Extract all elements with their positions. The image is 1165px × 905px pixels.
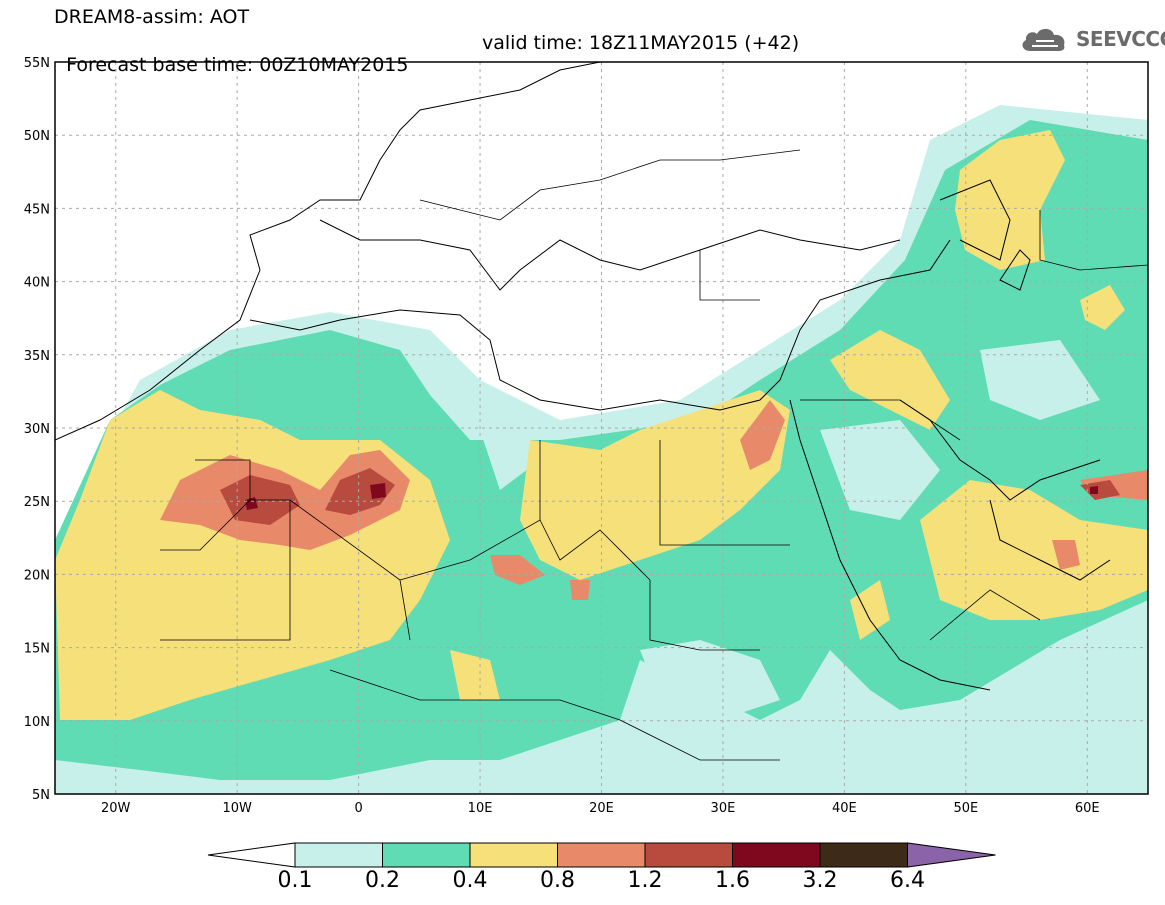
colorbar-label: 0.8 xyxy=(540,868,575,893)
colorbar xyxy=(207,842,996,868)
lat-tick-label: 45N xyxy=(24,202,50,217)
lat-tick-label: 25N xyxy=(24,495,50,510)
aot-band-0.4 xyxy=(955,130,1065,270)
lon-tick-label: 20W xyxy=(101,801,131,816)
coastlines xyxy=(55,62,1111,691)
lat-tick-label: 10N xyxy=(24,715,50,730)
lat-tick-label: 20N xyxy=(24,568,50,583)
colorbar-label: 0.2 xyxy=(365,868,400,893)
aot-band-0.4 xyxy=(920,480,1148,620)
map-title: DREAM8-assim: AOT xyxy=(54,6,250,28)
lat-tick-label: 55N xyxy=(24,56,50,71)
lon-tick-label: 60E xyxy=(1075,801,1100,816)
lon-tick-label: 50E xyxy=(953,801,978,816)
country-borders xyxy=(160,149,1148,761)
lat-tick-label: 50N xyxy=(24,129,50,144)
colorbar-segment xyxy=(294,842,383,868)
lon-tick-label: 30E xyxy=(711,801,736,816)
colorbar-left-arrow xyxy=(207,842,296,868)
colorbar-label: 0.1 xyxy=(277,868,313,893)
colorbar-label: 1.6 xyxy=(715,868,750,893)
logo-text: SEEVCCC xyxy=(1076,27,1165,51)
colorbar-segment xyxy=(469,842,558,868)
time-info: Forecast base time: 00Z10MAY2015 valid t… xyxy=(54,32,799,98)
lon-tick-label: 40E xyxy=(832,801,857,816)
colorbar-segment xyxy=(382,842,471,868)
lat-tick-label: 5N xyxy=(32,788,50,803)
lon-tick-label: 10E xyxy=(468,801,493,816)
cloud-icon xyxy=(1022,28,1065,51)
lat-tick-label: 15N xyxy=(24,642,50,657)
colorbar-segment xyxy=(819,842,908,868)
aot-band-0.1-patch xyxy=(480,340,1100,720)
valid-time: valid time: 18Z11MAY2015 (+42) xyxy=(482,32,800,54)
map-grid xyxy=(55,62,1148,794)
lon-tick-label: 20E xyxy=(589,801,614,816)
longitude-labels: 20W 10W 0 10E 20E 30E 40E 50E 60E xyxy=(101,801,1100,816)
lon-tick-label: 10W xyxy=(222,801,252,816)
lat-tick-label: 30N xyxy=(24,422,50,437)
seevccc-logo: SEEVCCC xyxy=(1018,22,1165,56)
lat-tick-label: 40N xyxy=(24,276,50,291)
colorbar-label: 1.2 xyxy=(627,868,663,893)
colorbar-label: 6.4 xyxy=(890,868,925,893)
colorbar-right-arrow xyxy=(907,842,996,868)
colorbar-segment xyxy=(732,842,821,868)
lon-tick-label: 0 xyxy=(354,801,362,816)
colorbar-label: 0.4 xyxy=(452,868,488,893)
aot-band-0.4 xyxy=(520,390,790,580)
colorbar-segment xyxy=(644,842,733,868)
colorbar-label: 3.2 xyxy=(802,868,838,893)
forecast-base-time: Forecast base time: 00Z10MAY2015 xyxy=(66,54,409,76)
lat-tick-label: 35N xyxy=(24,349,50,364)
colorbar-segment xyxy=(557,842,646,868)
latitude-labels: 55N 50N 45N 40N 35N 30N 25N 20N 15N 10N 5N xyxy=(24,56,50,803)
plot-frame xyxy=(54,61,1149,795)
